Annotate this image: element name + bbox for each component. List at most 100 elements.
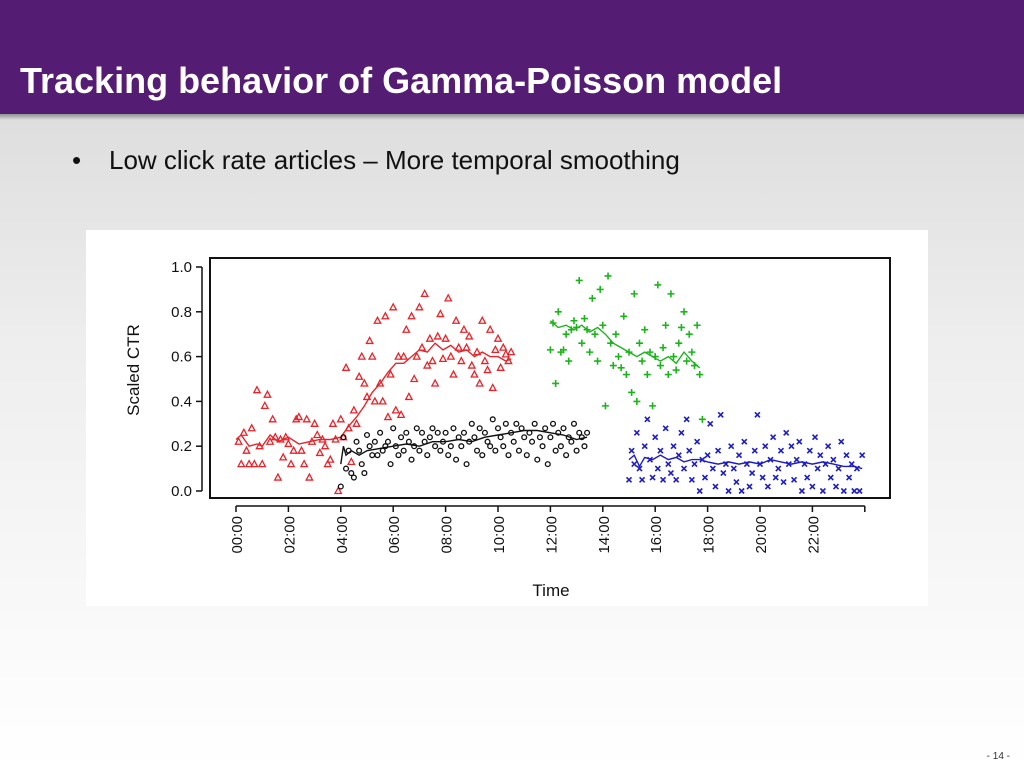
data-point (369, 452, 376, 459)
data-point (649, 474, 656, 481)
data-point (457, 356, 466, 365)
data-point (453, 456, 460, 463)
data-point (552, 447, 559, 454)
data-point (586, 348, 594, 356)
data-point (463, 461, 470, 468)
data-point (353, 438, 360, 445)
data-point (408, 456, 415, 463)
data-point (273, 472, 283, 481)
data-point (492, 447, 499, 454)
data-point (409, 374, 419, 383)
data-point (722, 461, 730, 468)
data-point (458, 443, 465, 450)
data-point (480, 356, 490, 365)
data-point (326, 454, 335, 463)
data-point (413, 425, 420, 432)
data-point (370, 396, 380, 405)
data-point (542, 425, 549, 432)
data-point (247, 423, 257, 432)
data-point (557, 443, 564, 450)
data-point (354, 371, 364, 380)
data-point (348, 470, 355, 477)
data-point (497, 434, 504, 441)
data-point (383, 412, 393, 421)
title-bar (0, 0, 1024, 120)
chart-container: 0.0 0.2 0.4 0.6 0.8 1.0 00:00 02:00 04:00 06:00 0… (86, 230, 928, 606)
data-point (336, 414, 346, 423)
data-point (483, 365, 492, 374)
data-point (286, 459, 296, 468)
y-tick-label: 0.2 (171, 438, 192, 455)
data-point (391, 405, 401, 414)
data-point (701, 474, 709, 481)
data-point (607, 339, 615, 347)
data-point (825, 443, 832, 450)
data-point (609, 362, 617, 370)
data-point (659, 344, 667, 352)
data-point (429, 425, 436, 432)
data-point (485, 324, 495, 333)
data-point (257, 459, 267, 468)
data-point (384, 438, 392, 445)
data-point (827, 474, 834, 481)
data-point (412, 351, 422, 360)
data-point (612, 330, 620, 338)
data-point (513, 420, 520, 427)
data-point (365, 336, 374, 345)
data-point (433, 331, 443, 340)
data-point (659, 476, 667, 483)
data-point (443, 293, 453, 302)
data-point (636, 465, 643, 472)
data-point (817, 452, 824, 459)
data-point (505, 452, 512, 459)
data-point (730, 465, 737, 472)
data-point (345, 447, 352, 454)
data-point (278, 452, 288, 461)
data-point (464, 331, 474, 340)
data-point (843, 452, 850, 459)
data-point (851, 487, 858, 495)
data-point (371, 438, 378, 445)
data-point (793, 456, 800, 463)
data-point (673, 476, 680, 483)
data-point (360, 378, 369, 387)
data-point (801, 461, 808, 468)
data-point (576, 429, 583, 436)
data-point (446, 351, 456, 360)
data-point (302, 414, 312, 423)
data-point (377, 429, 384, 436)
data-point (654, 465, 661, 472)
data-point (649, 402, 657, 410)
data-point (696, 371, 704, 379)
data-point (518, 425, 525, 432)
data-point (434, 429, 441, 436)
y-tick-label: 0.8 (171, 304, 192, 321)
bullet-dot: • (72, 145, 82, 175)
data-point (252, 385, 262, 394)
data-point (494, 425, 502, 432)
data-point (665, 461, 672, 468)
data-point (754, 411, 761, 418)
data-point (430, 378, 440, 387)
data-point (268, 414, 277, 423)
data-point (688, 476, 695, 483)
data-point (633, 429, 640, 436)
data-point (856, 487, 863, 495)
data-point (772, 474, 779, 481)
data-point (686, 447, 693, 454)
data-point (534, 456, 541, 463)
data-point (775, 465, 782, 472)
data-point (344, 423, 353, 432)
data-point (328, 418, 338, 427)
data-point (563, 452, 570, 459)
data-point (402, 324, 411, 333)
x-tick-label: 10:00 (491, 516, 508, 554)
data-point (656, 362, 664, 370)
data-point (814, 465, 821, 472)
data-point (466, 438, 473, 445)
data-point (848, 461, 855, 468)
data-point (291, 414, 301, 423)
data-point (670, 353, 678, 361)
data-point (239, 427, 249, 436)
data-point (770, 434, 777, 441)
